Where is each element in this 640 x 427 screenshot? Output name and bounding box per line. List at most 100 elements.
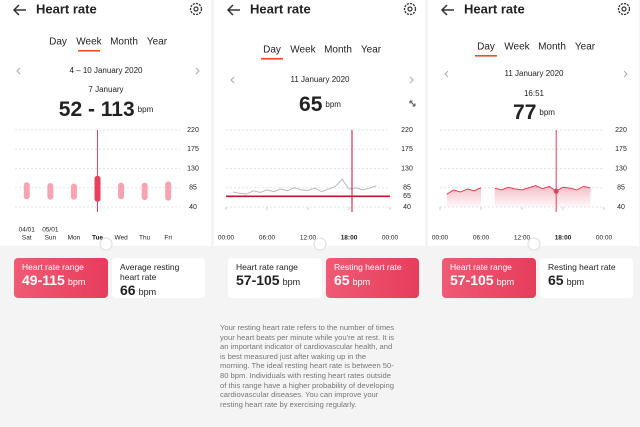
x-tick-label: 06:00 [259, 235, 276, 242]
period-tab[interactable]: Year [575, 42, 596, 53]
info-note: Your resting heart rate refers to the nu… [220, 323, 395, 409]
summary-card[interactable]: Average resting heart rate 66 bpm [112, 258, 205, 298]
settings-button[interactable] [403, 2, 417, 16]
period-tab[interactable]: Month [324, 45, 352, 56]
y-tick-label: 130 [615, 165, 627, 172]
heart-rate-line [446, 185, 591, 195]
card-value-row: 65 bpm [548, 272, 625, 290]
period-tab[interactable]: Week [504, 42, 530, 53]
period-tab[interactable]: Month [110, 37, 138, 48]
next-arrow[interactable] [195, 67, 200, 75]
screen-background [0, 0, 211, 246]
y-tick-label: 175 [401, 146, 413, 153]
x-tick-label: Thu [139, 235, 151, 242]
reading-value: 52 - 113 [59, 98, 135, 121]
reading: 52 - 113 bpm [59, 98, 154, 121]
x-date-label: 05/01 [42, 227, 59, 234]
card-value-row: 65 bpm [334, 272, 411, 290]
card-unit: bpm [138, 287, 157, 297]
y-tick-label: 40 [403, 204, 411, 211]
y-tick-label: 175 [615, 146, 627, 153]
selected-label: 7 January [88, 85, 123, 94]
x-tick-label: 18:00 [341, 235, 358, 242]
selected-label: 16:51 [524, 89, 545, 98]
card-unit: bpm [352, 277, 371, 287]
period-tab[interactable]: Day [477, 42, 495, 53]
y-tick-label: 85 [189, 185, 197, 192]
prev-arrow[interactable] [16, 67, 21, 75]
summary-card[interactable]: Resting heart rate 65 bpm [540, 258, 633, 298]
card-unit: bpm [67, 277, 86, 287]
screen-background [214, 0, 425, 246]
y-tick-label: 40 [617, 204, 625, 211]
period-tab[interactable]: Day [263, 45, 281, 56]
range-bar [70, 183, 77, 200]
card-label: Resting heart rate [334, 262, 402, 272]
x-tick-label: Sun [45, 235, 57, 242]
card-label: Heart rate range [22, 262, 84, 272]
x-tick-label: 00:00 [596, 235, 613, 242]
page-title: Heart rate [250, 1, 311, 16]
range-bar [23, 182, 30, 200]
settings-button[interactable] [617, 2, 631, 16]
card-unit: bpm [282, 277, 301, 287]
summary-card[interactable]: Heart rate range 57-105 bpm [228, 258, 322, 298]
reading-unit: bpm [138, 105, 154, 114]
x-tick-label: 06:00 [473, 235, 490, 242]
page-title: Heart rate [464, 1, 525, 16]
card-label: Average resting heart rate [120, 262, 180, 282]
back-button[interactable] [226, 4, 240, 16]
scrubber-handle [527, 237, 541, 251]
tab-underline [475, 55, 497, 57]
range-bar [165, 181, 172, 201]
summary-card[interactable]: Heart rate range 57-105 bpm [442, 258, 536, 298]
y-tick-label: 220 [615, 127, 627, 134]
x-tick-label: 12:00 [514, 235, 531, 242]
period-tab[interactable]: Week [76, 37, 102, 48]
summary-card[interactable]: Resting heart rate 65 bpm [326, 258, 419, 298]
reading-value: 65 [299, 93, 323, 116]
x-tick-label: Fri [164, 235, 172, 242]
scrubber-handle [313, 237, 327, 251]
back-button[interactable] [12, 4, 26, 16]
settings-button[interactable] [189, 2, 203, 16]
y-tick-label: 130 [401, 165, 413, 172]
tab-underline [261, 58, 283, 60]
range-bar [141, 182, 148, 201]
period-tab[interactable]: Week [290, 45, 316, 56]
range-bar [47, 183, 54, 200]
period-tab[interactable]: Day [49, 37, 67, 48]
card-value: 57-105 [450, 272, 494, 288]
y-tick-label: 40 [189, 204, 197, 211]
y-tick-label: 220 [401, 127, 413, 134]
range-bar [118, 182, 125, 200]
resting-label: 65 [403, 193, 411, 200]
card-value-row: 49-115 bpm [22, 272, 100, 290]
x-tick-label: 18:00 [555, 235, 572, 242]
expand-button[interactable] [409, 100, 416, 107]
gear-outer [617, 2, 631, 16]
period-tab[interactable]: Month [538, 42, 566, 53]
summary-card[interactable]: Heart rate range 49-115 bpm [14, 258, 108, 298]
prev-arrow[interactable] [444, 70, 449, 78]
back-button[interactable] [440, 4, 454, 16]
period-label: 4 – 10 January 2020 [70, 66, 143, 75]
scrubber-handle [99, 237, 113, 251]
next-arrow[interactable] [409, 76, 414, 84]
card-label: Heart rate range [450, 262, 512, 272]
period-tab[interactable]: Year [361, 45, 382, 56]
card-label: Resting heart rate [548, 262, 616, 272]
period-tab[interactable]: Year [147, 37, 168, 48]
card-value-row: 66 bpm [120, 282, 197, 300]
card-unit: bpm [496, 277, 515, 287]
card-value: 49-115 [22, 272, 65, 288]
page-title: Heart rate [36, 1, 97, 16]
prev-arrow[interactable] [230, 76, 235, 84]
next-arrow[interactable] [623, 70, 628, 78]
card-value-row: 57-105 bpm [450, 272, 528, 290]
tab-underline [78, 50, 100, 52]
x-tick-label: Wed [114, 235, 128, 242]
gear-inner [193, 6, 199, 12]
y-tick-label: 220 [187, 127, 199, 134]
card-unit: bpm [566, 277, 585, 287]
